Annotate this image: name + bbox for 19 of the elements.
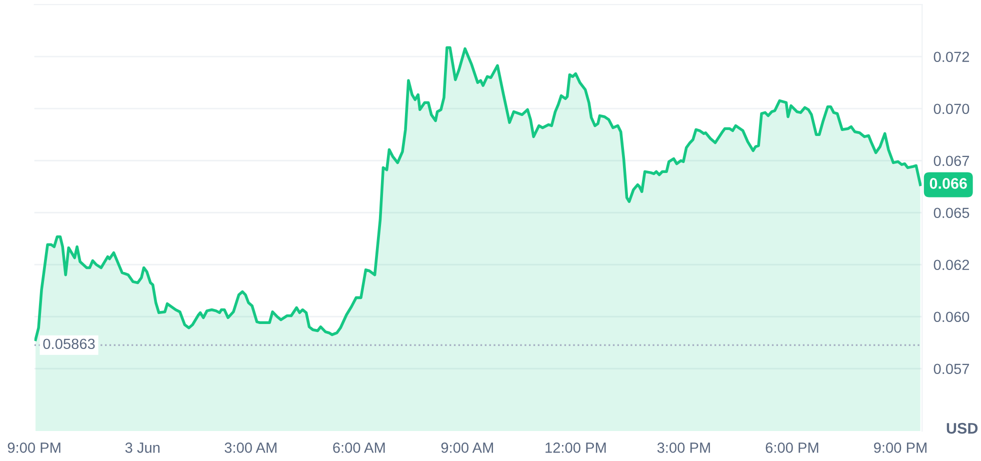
y-tick-label: 0.070: [934, 104, 970, 114]
y-axis-title: USD: [946, 422, 978, 434]
x-tick-label: 9:00 PM: [874, 442, 926, 453]
x-tick-label: 12:00 PM: [546, 442, 606, 453]
y-tick-label: 0.060: [934, 312, 970, 322]
y-tick-label: 0.067: [934, 156, 970, 166]
x-tick-label: 3:00 AM: [224, 442, 276, 453]
y-tick-label: 0.062: [934, 260, 970, 270]
x-tick-label: 3 Jun: [125, 442, 160, 453]
annotation: 0.066: [930, 178, 967, 189]
ref-line-label: 0.05863: [43, 338, 95, 350]
y-tick-label: 0.072: [934, 52, 970, 62]
x-tick-label: 9:00 PM: [8, 442, 60, 453]
y-tick-label: 0.057: [934, 364, 970, 374]
y-tick-label: 0.065: [934, 208, 970, 218]
x-tick-label: 9:00 AM: [441, 442, 493, 453]
x-tick-label: 6:00 AM: [333, 442, 385, 453]
x-tick-label: 6:00 PM: [766, 442, 818, 453]
x-tick-label: 3:00 PM: [657, 442, 710, 453]
